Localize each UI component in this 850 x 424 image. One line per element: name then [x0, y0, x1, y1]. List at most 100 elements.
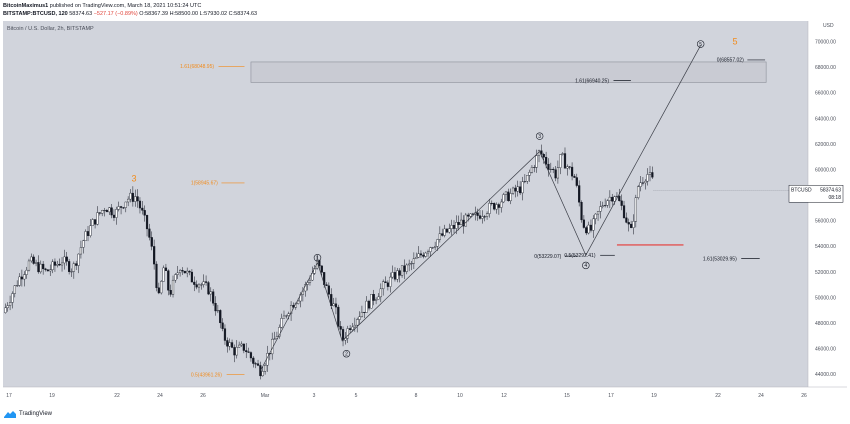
candle: [514, 184, 517, 198]
candle: [181, 267, 184, 276]
candle-body: [509, 193, 512, 202]
candle-body: [400, 265, 404, 276]
candle-body: [578, 185, 581, 203]
candle: [16, 280, 19, 287]
candle: [339, 321, 342, 337]
candle-body: [327, 285, 330, 295]
candle-body: [426, 251, 430, 254]
candle: [509, 188, 512, 205]
candle: [611, 193, 614, 206]
chart-area[interactable]: Bitcoin / U.S. Dollar, 2h, BITSTAMP USD 44…: [3, 21, 847, 402]
candle-body: [476, 212, 479, 216]
candle: [497, 202, 500, 215]
candle: [471, 212, 475, 216]
wave-label: 5: [699, 42, 702, 48]
candle-body: [134, 196, 137, 202]
candle: [625, 212, 628, 224]
candle: [44, 267, 47, 272]
candle-body: [417, 253, 420, 258]
candle-body: [238, 344, 241, 348]
candle: [396, 267, 399, 283]
candle: [327, 282, 330, 299]
candle: [386, 280, 389, 291]
candle: [429, 246, 432, 257]
candle-body: [164, 267, 168, 271]
candle: [129, 189, 132, 203]
candle-body: [530, 167, 534, 173]
candle-body: [419, 253, 423, 256]
candle-body: [131, 192, 134, 202]
candle-body: [434, 246, 437, 248]
candle-body: [157, 287, 160, 294]
candle-body: [214, 303, 217, 312]
y-tick-label: 44000.00: [815, 372, 836, 378]
candle-body: [431, 247, 434, 249]
candle-body: [115, 209, 118, 218]
candle-body: [188, 270, 191, 273]
y-tick-label: 60000.00: [815, 167, 836, 173]
candle: [37, 255, 40, 274]
candle-body: [167, 270, 170, 291]
ohlc-values: O:58367.39 H:58500.00 L:57930.02 C:58374…: [139, 11, 258, 17]
candle: [219, 309, 222, 329]
candle: [143, 205, 146, 222]
candle: [155, 261, 158, 292]
candle: [240, 341, 243, 347]
candle-body: [575, 177, 578, 186]
candle: [68, 258, 71, 275]
candle-body: [84, 231, 87, 241]
candle-body: [18, 276, 21, 286]
candle: [209, 287, 212, 302]
x-tick-label: 8: [415, 393, 418, 399]
candle-body: [271, 338, 274, 355]
candle: [119, 205, 123, 215]
candle: [552, 167, 555, 174]
candle-body: [632, 221, 635, 228]
candle-body: [240, 343, 243, 346]
price-chart[interactable]: Bitcoin / U.S. Dollar, 2h, BITSTAMP USD44…: [3, 21, 847, 402]
candle-body: [396, 270, 399, 280]
author-name[interactable]: BitcoinMaximus1: [3, 3, 49, 9]
candle-body: [542, 154, 545, 158]
candle-body: [129, 192, 132, 200]
last-price-tag: [788, 184, 844, 203]
candle: [542, 152, 545, 164]
candle: [193, 276, 196, 292]
candle-body: [72, 263, 75, 272]
candle: [186, 267, 189, 278]
y-tick-label: 66000.00: [815, 91, 836, 97]
y-tick-label: 48000.00: [815, 321, 836, 327]
candle: [639, 176, 642, 192]
candle-body: [77, 253, 80, 266]
candle-body: [467, 214, 470, 217]
candle: [618, 188, 621, 202]
candle: [141, 201, 144, 215]
candle-body: [103, 210, 106, 212]
candle: [519, 181, 522, 196]
candle-body: [346, 328, 349, 339]
candle: [356, 317, 359, 333]
candle-body: [138, 200, 142, 209]
candle-body: [410, 263, 413, 265]
candle-body: [365, 300, 368, 313]
candle: [504, 191, 508, 201]
candle-body: [589, 224, 593, 231]
candle: [405, 263, 408, 275]
candle-body: [249, 352, 253, 359]
candle-body: [585, 227, 588, 234]
candle: [190, 269, 194, 283]
candle-body: [457, 222, 460, 225]
candle-body: [528, 172, 531, 176]
candle-body: [65, 256, 68, 262]
candle-body: [171, 279, 175, 295]
wave-label: 2: [345, 352, 348, 358]
candle-body: [226, 340, 229, 347]
candle-body: [273, 338, 276, 340]
candle-body: [627, 222, 630, 225]
candle: [384, 276, 387, 283]
candle-body: [174, 274, 177, 281]
candle: [507, 188, 510, 202]
candle: [204, 275, 208, 286]
candle-body: [160, 281, 163, 294]
candle-body: [370, 294, 373, 309]
